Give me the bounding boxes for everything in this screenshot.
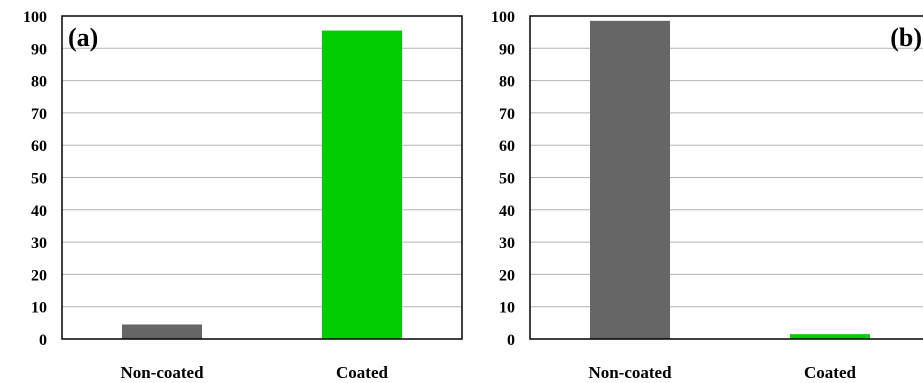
- chart-a-y-tick-label: 90: [31, 41, 47, 58]
- chart-b-bar-non-coated: [590, 20, 670, 339]
- chart-b-x-labels: Non-coated Coated: [588, 363, 856, 382]
- chart-a-plot-frame: [61, 15, 463, 340]
- chart-b-y-tick-label: 70: [499, 106, 515, 123]
- chart-a-y-tick-label: 70: [31, 106, 47, 123]
- chart-b-y-tick-label: 100: [491, 9, 515, 26]
- chart-b-y-tick-label: 20: [499, 267, 515, 284]
- chart-b-bars: [590, 20, 870, 339]
- chart-a-y-tick-label: 80: [31, 74, 47, 91]
- chart-b-y-tick-label: 0: [507, 332, 515, 349]
- chart-b-y-tick-label: 40: [499, 203, 515, 220]
- chart-a-y-tick-label: 0: [39, 332, 47, 349]
- chart-b-plot-frame: [529, 15, 923, 340]
- chart-b-bar-coated: [790, 334, 870, 339]
- chart-b-panel-label: (b): [890, 23, 922, 52]
- chart-a-x-label-non-coated: Non-coated: [120, 363, 204, 382]
- chart-b-y-tick-label: 80: [499, 74, 515, 91]
- chart-a-y-tick-label: 30: [31, 235, 47, 252]
- chart-a-bars: [122, 30, 402, 339]
- chart-b-y-tick-label: 60: [499, 138, 515, 155]
- chart-a-bar-non-coated: [122, 324, 202, 339]
- chart-a-y-ticks: 0 10 20 30 40 50 60 70 80 90 100: [23, 9, 47, 349]
- chart-b-y-tick-label: 50: [499, 171, 515, 188]
- chart-b-y-ticks: 0 10 20 30 40 50 60 70 80 90 100: [491, 9, 515, 349]
- chart-a-y-tick-label: 50: [31, 171, 47, 188]
- chart-b-y-tick-label: 30: [499, 235, 515, 252]
- chart-a-y-tick-label: 60: [31, 138, 47, 155]
- chart-b-y-tick-label: 90: [499, 41, 515, 58]
- chart-b-x-label-non-coated: Non-coated: [588, 363, 672, 382]
- chart-a-y-tick-label: 20: [31, 267, 47, 284]
- chart-b-grid: [530, 15, 923, 340]
- chart-a-x-label-coated: Coated: [336, 363, 388, 382]
- chart-a-y-tick-label: 100: [23, 9, 47, 26]
- chart-b-x-label-coated: Coated: [804, 363, 856, 382]
- chart-a-bar-coated: [322, 30, 402, 339]
- chart-a-y-tick-label: 40: [31, 203, 47, 220]
- chart-a-y-tick-label: 10: [31, 300, 47, 317]
- chart-a-x-labels: Non-coated Coated: [120, 363, 388, 382]
- chart-a-panel-label: (a): [68, 23, 98, 52]
- chart-b-y-tick-label: 10: [499, 300, 515, 317]
